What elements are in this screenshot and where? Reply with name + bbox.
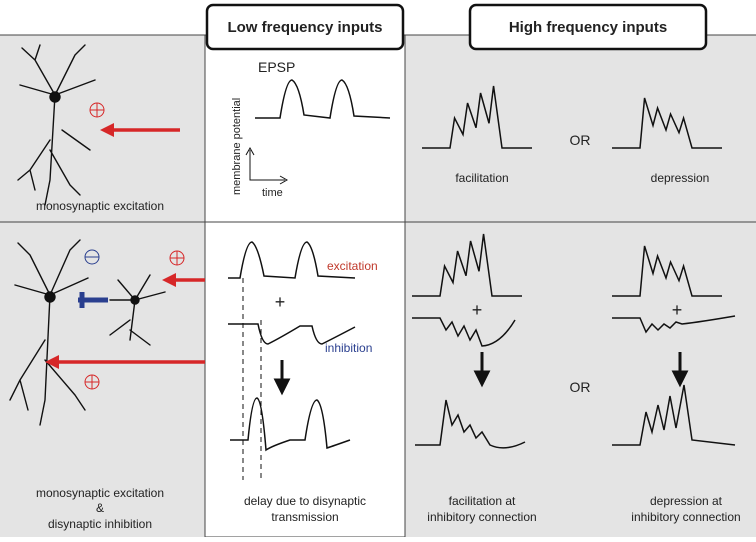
neuron	[9, 239, 166, 426]
waveform	[412, 317, 516, 347]
header-title: High frequency inputs	[509, 19, 667, 36]
middle-column	[204, 34, 406, 538]
label: +	[472, 300, 483, 320]
plus-sign	[170, 251, 184, 265]
waveform	[230, 397, 351, 452]
inhibitory-bar	[78, 292, 108, 308]
neuron	[17, 44, 96, 206]
label: monosynaptic excitation	[36, 486, 164, 500]
label: OR	[570, 132, 591, 148]
waveform	[612, 315, 736, 334]
waveform	[415, 399, 526, 449]
waveform	[612, 97, 722, 149]
label: delay due to disynaptic	[244, 494, 366, 508]
label: depression	[651, 171, 710, 185]
arrow-head	[162, 273, 176, 287]
label: EPSP	[258, 59, 295, 75]
axis-label: membrane potential	[231, 98, 243, 195]
header-box	[205, 3, 405, 51]
label: excitation	[327, 259, 378, 273]
label: monosynaptic excitation	[36, 199, 164, 213]
label: disynaptic inhibition	[48, 517, 152, 531]
label: +	[275, 292, 286, 312]
label: &	[96, 501, 104, 515]
arrow-head	[100, 123, 114, 137]
arrow	[473, 352, 491, 388]
plus-sign	[90, 103, 104, 117]
label: inhibitory connection	[631, 510, 740, 524]
plus-sign	[85, 375, 99, 389]
waveform	[228, 323, 356, 345]
label: +	[672, 300, 683, 320]
label: inhibitory connection	[427, 510, 536, 524]
label: inhibition	[325, 341, 372, 355]
label: OR	[570, 379, 591, 395]
waveform	[612, 245, 722, 297]
label: facilitation at	[449, 494, 516, 508]
waveform	[412, 233, 522, 297]
waveform	[228, 241, 356, 279]
header-title: Low frequency inputs	[227, 19, 382, 36]
waveform	[612, 384, 736, 446]
label: transmission	[271, 510, 338, 524]
arrow	[273, 360, 291, 396]
arrow	[671, 352, 689, 388]
axis-label: time	[262, 187, 283, 199]
label: facilitation	[455, 171, 508, 185]
waveform	[255, 79, 391, 119]
arrow-head	[45, 355, 59, 369]
header-box	[468, 3, 708, 51]
label: depression at	[650, 494, 723, 508]
waveform	[422, 85, 532, 149]
delay-line	[242, 278, 262, 480]
axes	[245, 146, 289, 185]
